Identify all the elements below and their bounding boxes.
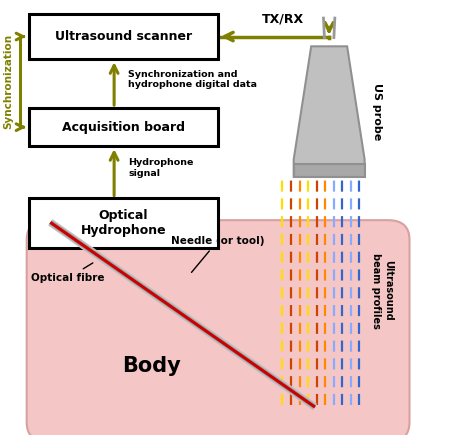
FancyBboxPatch shape xyxy=(29,14,218,59)
Text: Ultrasound
beam profiles: Ultrasound beam profiles xyxy=(371,253,393,329)
Text: Needle (or tool): Needle (or tool) xyxy=(171,236,264,272)
Text: Ultrasound scanner: Ultrasound scanner xyxy=(55,30,192,43)
FancyBboxPatch shape xyxy=(27,220,410,436)
Text: TX/RX: TX/RX xyxy=(262,13,304,26)
Text: Body: Body xyxy=(123,356,181,376)
Text: Synchronization and
hydrophone digital data: Synchronization and hydrophone digital d… xyxy=(128,70,257,89)
Text: US probe: US probe xyxy=(372,83,382,140)
Polygon shape xyxy=(294,164,365,177)
Text: Hydrophone
signal: Hydrophone signal xyxy=(128,158,194,178)
Text: Optical
Hydrophone: Optical Hydrophone xyxy=(81,209,166,238)
FancyBboxPatch shape xyxy=(29,198,218,249)
Text: Acquisition board: Acquisition board xyxy=(62,121,185,134)
Text: Optical fibre: Optical fibre xyxy=(31,263,105,283)
Polygon shape xyxy=(294,46,365,177)
FancyBboxPatch shape xyxy=(29,108,218,146)
Text: Synchronization: Synchronization xyxy=(3,34,13,129)
